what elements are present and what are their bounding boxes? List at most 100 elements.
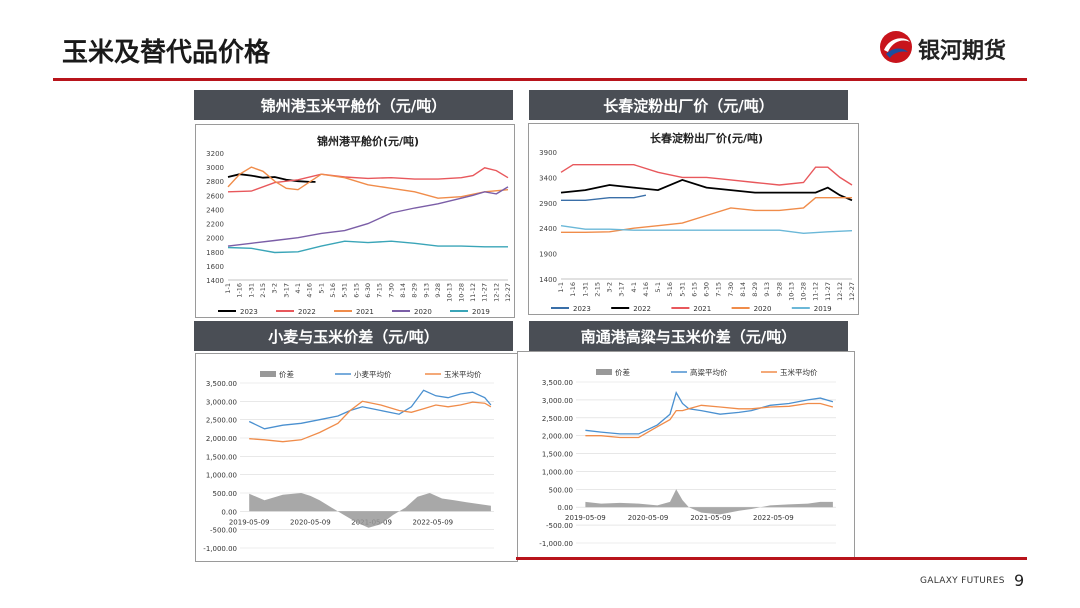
legend-label-2019: 2019 xyxy=(472,308,490,316)
x-tick-label: 2022-05-09 xyxy=(753,514,794,522)
x-tick-label: 2019-05-09 xyxy=(229,518,270,526)
x-tick-label: 5-16 xyxy=(666,282,674,297)
y-tick-label: 0.00 xyxy=(221,508,237,516)
series-area-价差 xyxy=(249,493,491,528)
x-tick-label: 5-16 xyxy=(329,283,337,298)
jinzhou-price-chart: 锦州港平舱价(元/吨) 1400 1600 1800 2000 2200 2400 2600 2… xyxy=(206,134,512,316)
series-line-2023 xyxy=(561,194,647,202)
x-tick-label: 7-30 xyxy=(727,282,735,297)
panel-header-changchun: 长春淀粉出厂价（元/吨） xyxy=(529,90,848,120)
legend-label-2020: 2020 xyxy=(414,308,432,316)
y-tick-label: 2,500.00 xyxy=(206,417,237,425)
y-tick-label: 1,500.00 xyxy=(542,451,573,459)
x-tick-label: 2021-05-09 xyxy=(690,514,731,522)
x-tick-label: 11-12 xyxy=(812,282,820,301)
x-tick-label: 2020-05-09 xyxy=(628,514,669,522)
series-line-玉米平均价 xyxy=(249,400,492,443)
galaxy-logo-icon xyxy=(880,31,912,63)
x-tick-label: 8-14 xyxy=(399,283,407,298)
changchun-starch-chart: 长春淀粉出厂价(元/吨) 1400 1900 2400 2900 3400 3900 1-1 1… xyxy=(539,131,856,313)
y-tick-label: 3200 xyxy=(206,150,224,158)
page-title: 玉米及替代品价格 xyxy=(62,38,271,68)
y-tick-label: -500.00 xyxy=(546,522,573,530)
series-line-2019 xyxy=(560,225,853,235)
y-tick-label: 1,000.00 xyxy=(542,468,573,476)
wheat-corn-spread-chart: -1,000.00 -500.00 0.00 500.00 1,000.00 1,500.… xyxy=(203,369,494,553)
series-line-2021 xyxy=(560,164,853,186)
x-tick-label: 6-15 xyxy=(352,283,360,298)
x-tick-label: 5-1 xyxy=(317,283,325,294)
y-tick-label: 3400 xyxy=(539,174,557,182)
y-tick-label: 2400 xyxy=(539,225,557,233)
x-tick-label: 9-28 xyxy=(434,283,442,298)
legend-label-2020: 2020 xyxy=(754,305,772,313)
legend-label-2023: 2023 xyxy=(573,305,591,313)
chart-panel-jinzhou: 锦州港平舱价(元/吨) 1400 1600 1800 2000 2200 2400 2600 2… xyxy=(195,124,515,318)
x-tick-label: 1-16 xyxy=(236,283,244,298)
legend-label-玉米平均价: 玉米平均价 xyxy=(444,369,482,379)
page-number: 9 xyxy=(1014,571,1025,590)
x-tick-label: 1-16 xyxy=(569,282,577,297)
x-tick-label: 1-31 xyxy=(581,282,589,297)
x-tick-label: 7-15 xyxy=(376,283,384,298)
x-tick-label: 7-15 xyxy=(715,282,723,297)
legend-label-价差: 价差 xyxy=(279,369,294,379)
x-tick-label: 4-16 xyxy=(642,282,650,297)
y-tick-label: 2000 xyxy=(206,235,224,243)
legend-label-2019: 2019 xyxy=(814,305,832,313)
y-tick-label: 500.00 xyxy=(549,486,574,494)
chart-panel-sorghum: -1,000.00 -500.00 0.00 500.00 1,000.00 1,500.… xyxy=(517,351,855,558)
y-tick-label: 1,000.00 xyxy=(206,472,237,480)
x-tick-label: 1-1 xyxy=(224,283,232,294)
y-tick-label: 2800 xyxy=(206,178,224,186)
legend-label-2023: 2023 xyxy=(240,308,258,316)
y-tick-label: 3000 xyxy=(206,164,224,172)
y-tick-label: -1,000.00 xyxy=(203,545,237,553)
chart-title: 长春淀粉出厂价(元/吨) xyxy=(650,131,763,145)
x-tick-label: 10-13 xyxy=(446,283,454,302)
x-tick-label: 2-15 xyxy=(593,282,601,297)
x-tick-label: 12-12 xyxy=(836,282,844,301)
x-tick-label: 6-30 xyxy=(364,283,372,298)
chart-panel-changchun: 长春淀粉出厂价(元/吨) 1400 1900 2400 2900 3400 3900 1-1 1… xyxy=(528,123,859,315)
legend-label-2022: 2022 xyxy=(633,305,651,313)
legend-swatch-价差 xyxy=(596,369,612,375)
x-tick-label: 4-16 xyxy=(306,283,314,298)
y-tick-label: 1900 xyxy=(539,251,557,259)
y-tick-label: -1,000.00 xyxy=(539,540,573,548)
y-tick-label: 3,500.00 xyxy=(206,380,237,388)
series-line-2022 xyxy=(227,167,509,193)
legend-label-高粱平均价: 高粱平均价 xyxy=(690,367,728,377)
x-tick-label: 10-28 xyxy=(800,282,808,301)
panel-header-sorghum: 南通港高粱与玉米价差（元/吨） xyxy=(529,321,848,351)
y-tick-label: 2600 xyxy=(206,192,224,200)
x-tick-label: 1-31 xyxy=(247,283,255,298)
x-tick-label: 5-1 xyxy=(654,282,662,293)
panel-header-wheat: 小麦与玉米价差（元/吨） xyxy=(194,321,513,351)
series-line-2020 xyxy=(227,186,509,247)
y-tick-label: 2200 xyxy=(206,221,224,229)
x-tick-label: 5-31 xyxy=(678,282,686,297)
title-underline xyxy=(53,78,1027,81)
y-tick-label: 0.00 xyxy=(557,504,573,512)
x-tick-label: 3-17 xyxy=(282,283,290,298)
x-tick-label: 3-2 xyxy=(606,282,614,293)
x-tick-label: 8-29 xyxy=(751,282,759,297)
x-tick-label: 12-12 xyxy=(492,283,500,302)
y-tick-label: 3,000.00 xyxy=(206,398,237,406)
x-tick-label: 4-1 xyxy=(294,283,302,294)
legend-label-2021: 2021 xyxy=(693,305,711,313)
brand-name: 银河期货 xyxy=(918,39,1007,64)
x-tick-label: 7-30 xyxy=(387,283,395,298)
chart-panel-wheat: -1,000.00 -500.00 0.00 500.00 1,000.00 1,500.… xyxy=(195,353,518,562)
series-line-小麦平均价 xyxy=(248,389,492,430)
y-tick-label: 1800 xyxy=(206,249,224,257)
legend-label-价差: 价差 xyxy=(615,367,630,377)
y-tick-label: 2400 xyxy=(206,206,224,214)
y-tick-label: 3900 xyxy=(539,149,557,157)
x-tick-label: 12-27 xyxy=(848,282,856,301)
y-tick-label: -500.00 xyxy=(210,527,237,535)
legend-label-2021: 2021 xyxy=(356,308,374,316)
x-tick-label: 9-13 xyxy=(422,283,430,298)
series-line-2020 xyxy=(561,196,852,234)
